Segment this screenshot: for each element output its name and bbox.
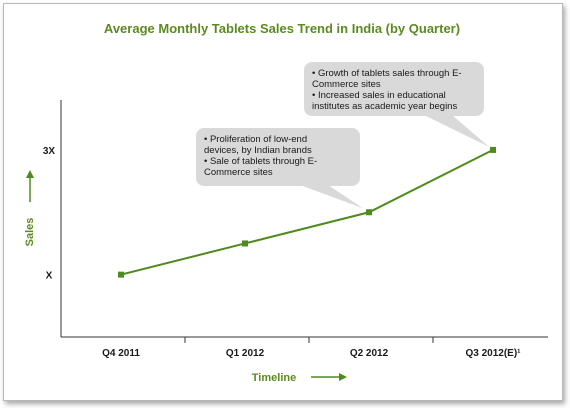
x-tick-label: Q2 2012 <box>350 348 389 359</box>
y-tick-label: X <box>46 271 53 282</box>
data-point <box>366 209 372 216</box>
y-tick-label: 3X <box>43 146 56 157</box>
chart-title: Average Monthly Tablets Sales Trend in I… <box>104 21 460 36</box>
y-axis-title: Sales <box>24 218 36 247</box>
x-axis-title: Timeline <box>252 372 296 384</box>
callout-text-line: • Growth of tablets sales through E- <box>312 68 462 79</box>
annotation-callout: • Growth of tablets sales through E- Com… <box>304 62 489 147</box>
callout-text-line: • Sale of tablets through E- <box>204 156 317 167</box>
callout-box <box>196 128 360 186</box>
callout-text-line: Commerce sites <box>312 79 381 90</box>
x-tick-label: Q3 2012(E)¹ <box>465 348 521 359</box>
callout-pointer <box>424 115 489 147</box>
callout-pointer <box>300 185 363 209</box>
callout-text-line: institutes as academic year begins <box>312 101 457 112</box>
series-line <box>120 149 494 276</box>
callout-box <box>304 62 484 116</box>
data-point <box>118 271 124 278</box>
x-tick-label: Q4 2011 <box>102 348 140 359</box>
data-point <box>242 240 248 247</box>
annotation-callout: • Proliferation of low-end devices, by I… <box>196 128 363 209</box>
callout-text-line: • Increased sales in educational <box>312 90 446 101</box>
callouts: • Proliferation of low-end devices, by I… <box>196 62 489 209</box>
plot-area: Q4 2011 Q1 2012 Q2 2012 Q3 2012(E)¹ X 3X <box>43 146 521 359</box>
callout-text-line: Commerce sites <box>204 167 273 178</box>
data-point <box>490 146 496 153</box>
x-tick-label: Q1 2012 <box>226 348 265 359</box>
callout-text-line: devices, by Indian brands <box>204 145 312 156</box>
callout-text-line: • Proliferation of low-end <box>204 134 307 145</box>
